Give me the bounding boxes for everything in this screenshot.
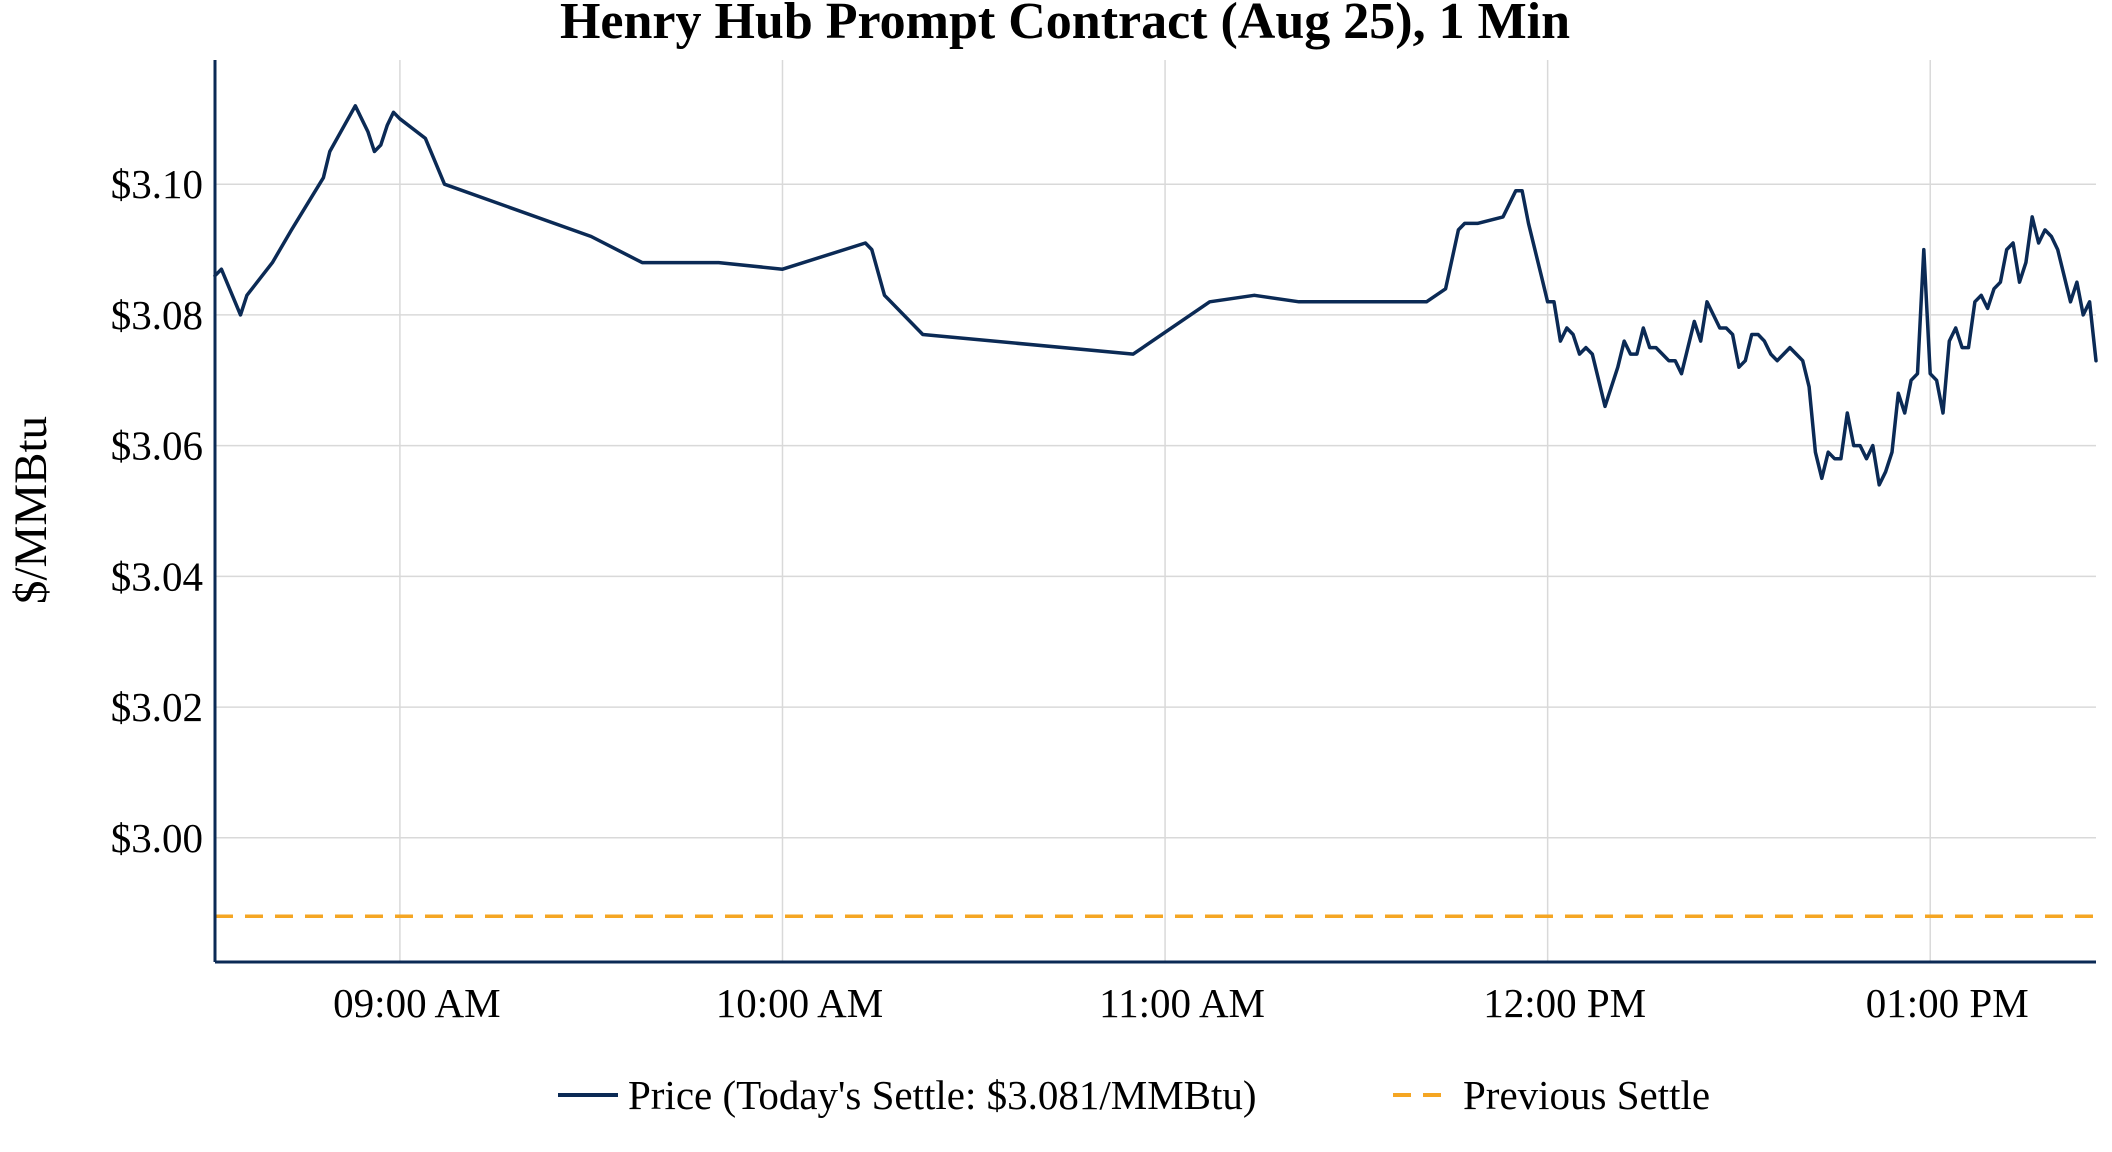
price-series-line (213, 104, 2098, 487)
y-axis-label: $/MMBtu (5, 416, 57, 604)
chart-title: Henry Hub Prompt Contract (Aug 25), 1 Mi… (560, 0, 1570, 50)
y-tick-label: $3.08 (111, 292, 203, 338)
x-tick-label: 10:00 AM (716, 980, 883, 1026)
x-tick-label: 12:00 PM (1483, 980, 1646, 1026)
y-tick-label: $3.10 (111, 161, 203, 207)
y-tick-label: $3.02 (111, 684, 203, 730)
x-tick-labels: 09:00 AM 10:00 AM 11:00 AM 12:00 PM 01:00 PM (333, 980, 2028, 1026)
legend-previous-settle-label: Previous Settle (1463, 1072, 1710, 1118)
plot-area (213, 104, 2098, 918)
y-tick-labels: $3.00 $3.02 $3.04 $3.06 $3.08 $3.10 (111, 161, 203, 861)
gridlines (215, 60, 2096, 962)
x-tick-label: 01:00 PM (1866, 980, 2029, 1026)
y-tick-label: $3.00 (111, 815, 203, 861)
y-tick-label: $3.04 (111, 553, 203, 599)
x-tick-label: 09:00 AM (333, 980, 500, 1026)
y-tick-label: $3.06 (111, 423, 203, 469)
legend: Price (Today's Settle: $3.081/MMBtu) Pre… (558, 1072, 1710, 1118)
x-tick-label: 11:00 AM (1099, 980, 1265, 1026)
legend-price-label: Price (Today's Settle: $3.081/MMBtu) (628, 1072, 1257, 1118)
axes (213, 60, 2096, 964)
